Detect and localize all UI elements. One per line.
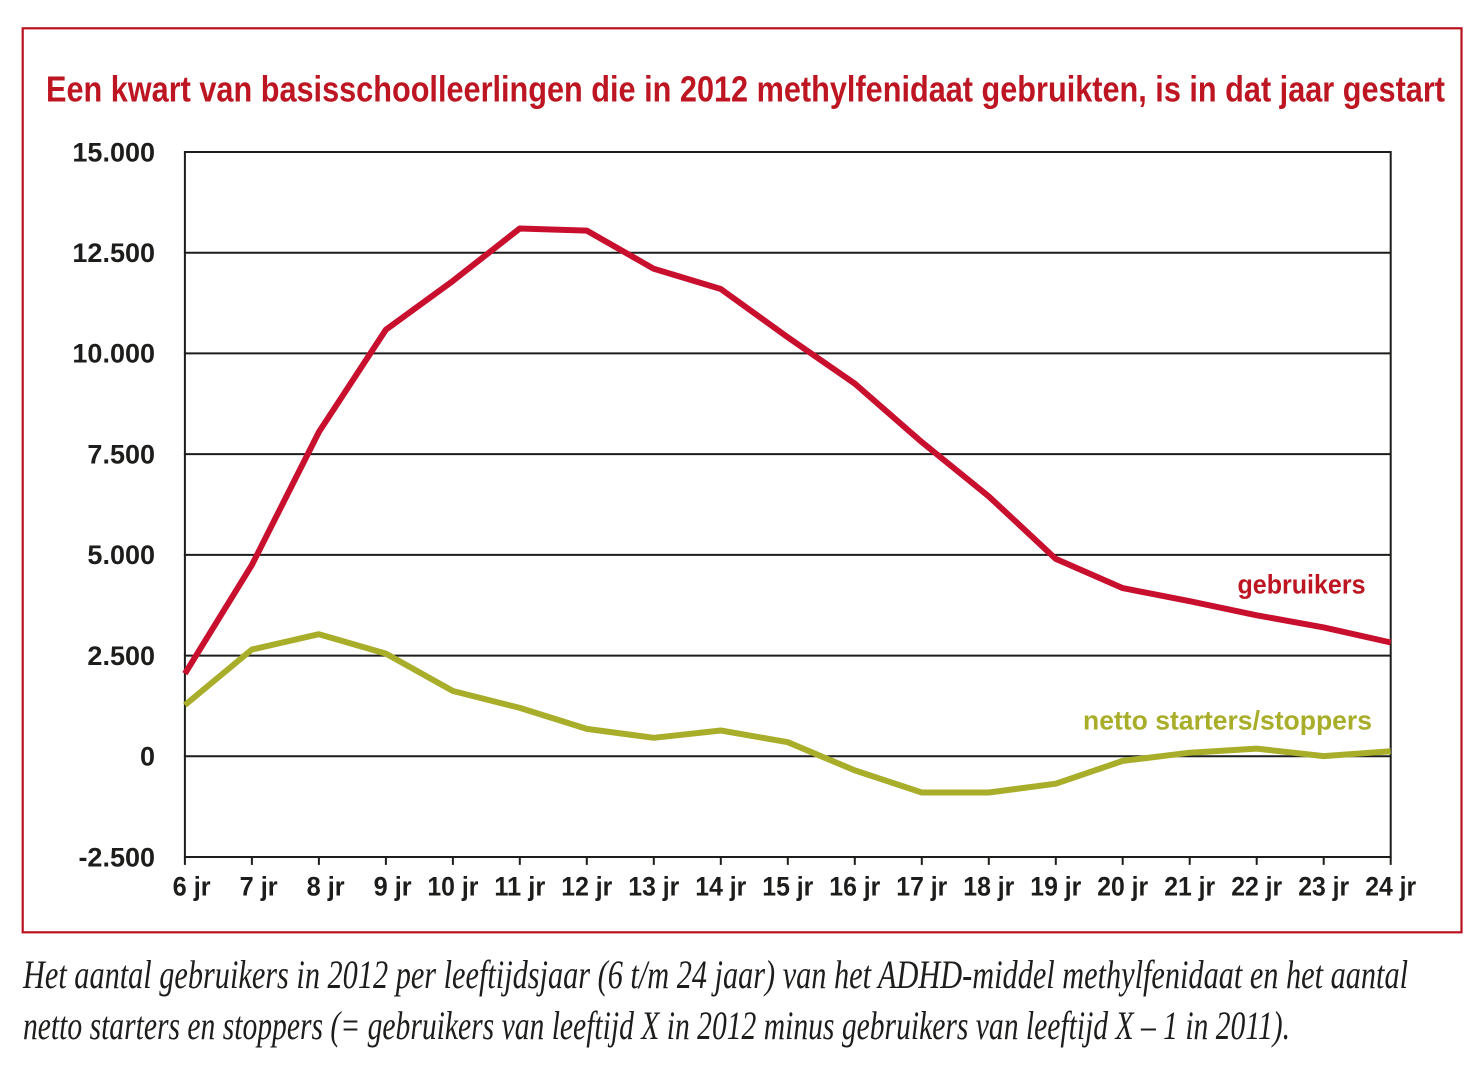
- svg-text:9 jr: 9 jr: [374, 872, 412, 902]
- svg-text:17 jr: 17 jr: [896, 872, 947, 902]
- svg-text:Het aantal gebruikers in 2012: Het aantal gebruikers in 2012 per leefti…: [22, 952, 1408, 997]
- svg-text:11 jr: 11 jr: [494, 872, 545, 902]
- svg-text:16 jr: 16 jr: [829, 872, 880, 902]
- svg-text:23 jr: 23 jr: [1298, 872, 1349, 902]
- svg-text:6 jr: 6 jr: [173, 872, 211, 902]
- svg-text:15 jr: 15 jr: [762, 872, 813, 902]
- svg-text:24 jr: 24 jr: [1365, 872, 1416, 902]
- svg-text:netto starters en stoppers (=: netto starters en stoppers (= gebruikers…: [23, 1003, 1290, 1048]
- svg-text:12.500: 12.500: [72, 238, 155, 268]
- svg-text:22 jr: 22 jr: [1231, 872, 1282, 902]
- svg-text:12 jr: 12 jr: [561, 872, 612, 902]
- svg-text:20 jr: 20 jr: [1097, 872, 1148, 902]
- svg-text:10.000: 10.000: [72, 339, 155, 369]
- svg-text:8 jr: 8 jr: [307, 872, 345, 902]
- svg-text:7.500: 7.500: [87, 439, 155, 469]
- svg-text:5.000: 5.000: [87, 540, 155, 570]
- svg-text:19 jr: 19 jr: [1030, 872, 1081, 902]
- svg-text:10 jr: 10 jr: [427, 872, 478, 902]
- svg-text:18 jr: 18 jr: [963, 872, 1014, 902]
- svg-text:0: 0: [140, 742, 155, 772]
- svg-text:21 jr: 21 jr: [1164, 872, 1215, 902]
- svg-text:-2.500: -2.500: [78, 842, 155, 872]
- svg-text:gebruikers: gebruikers: [1238, 569, 1366, 599]
- svg-text:netto starters/stoppers: netto starters/stoppers: [1083, 706, 1372, 736]
- svg-text:2.500: 2.500: [87, 641, 155, 671]
- svg-text:14 jr: 14 jr: [695, 872, 746, 902]
- svg-text:15.000: 15.000: [72, 137, 155, 167]
- svg-text:13 jr: 13 jr: [628, 872, 679, 902]
- svg-text:Een kwart van basisschoolleerl: Een kwart van basisschoolleerlingen die …: [46, 69, 1445, 110]
- svg-text:7 jr: 7 jr: [240, 872, 278, 902]
